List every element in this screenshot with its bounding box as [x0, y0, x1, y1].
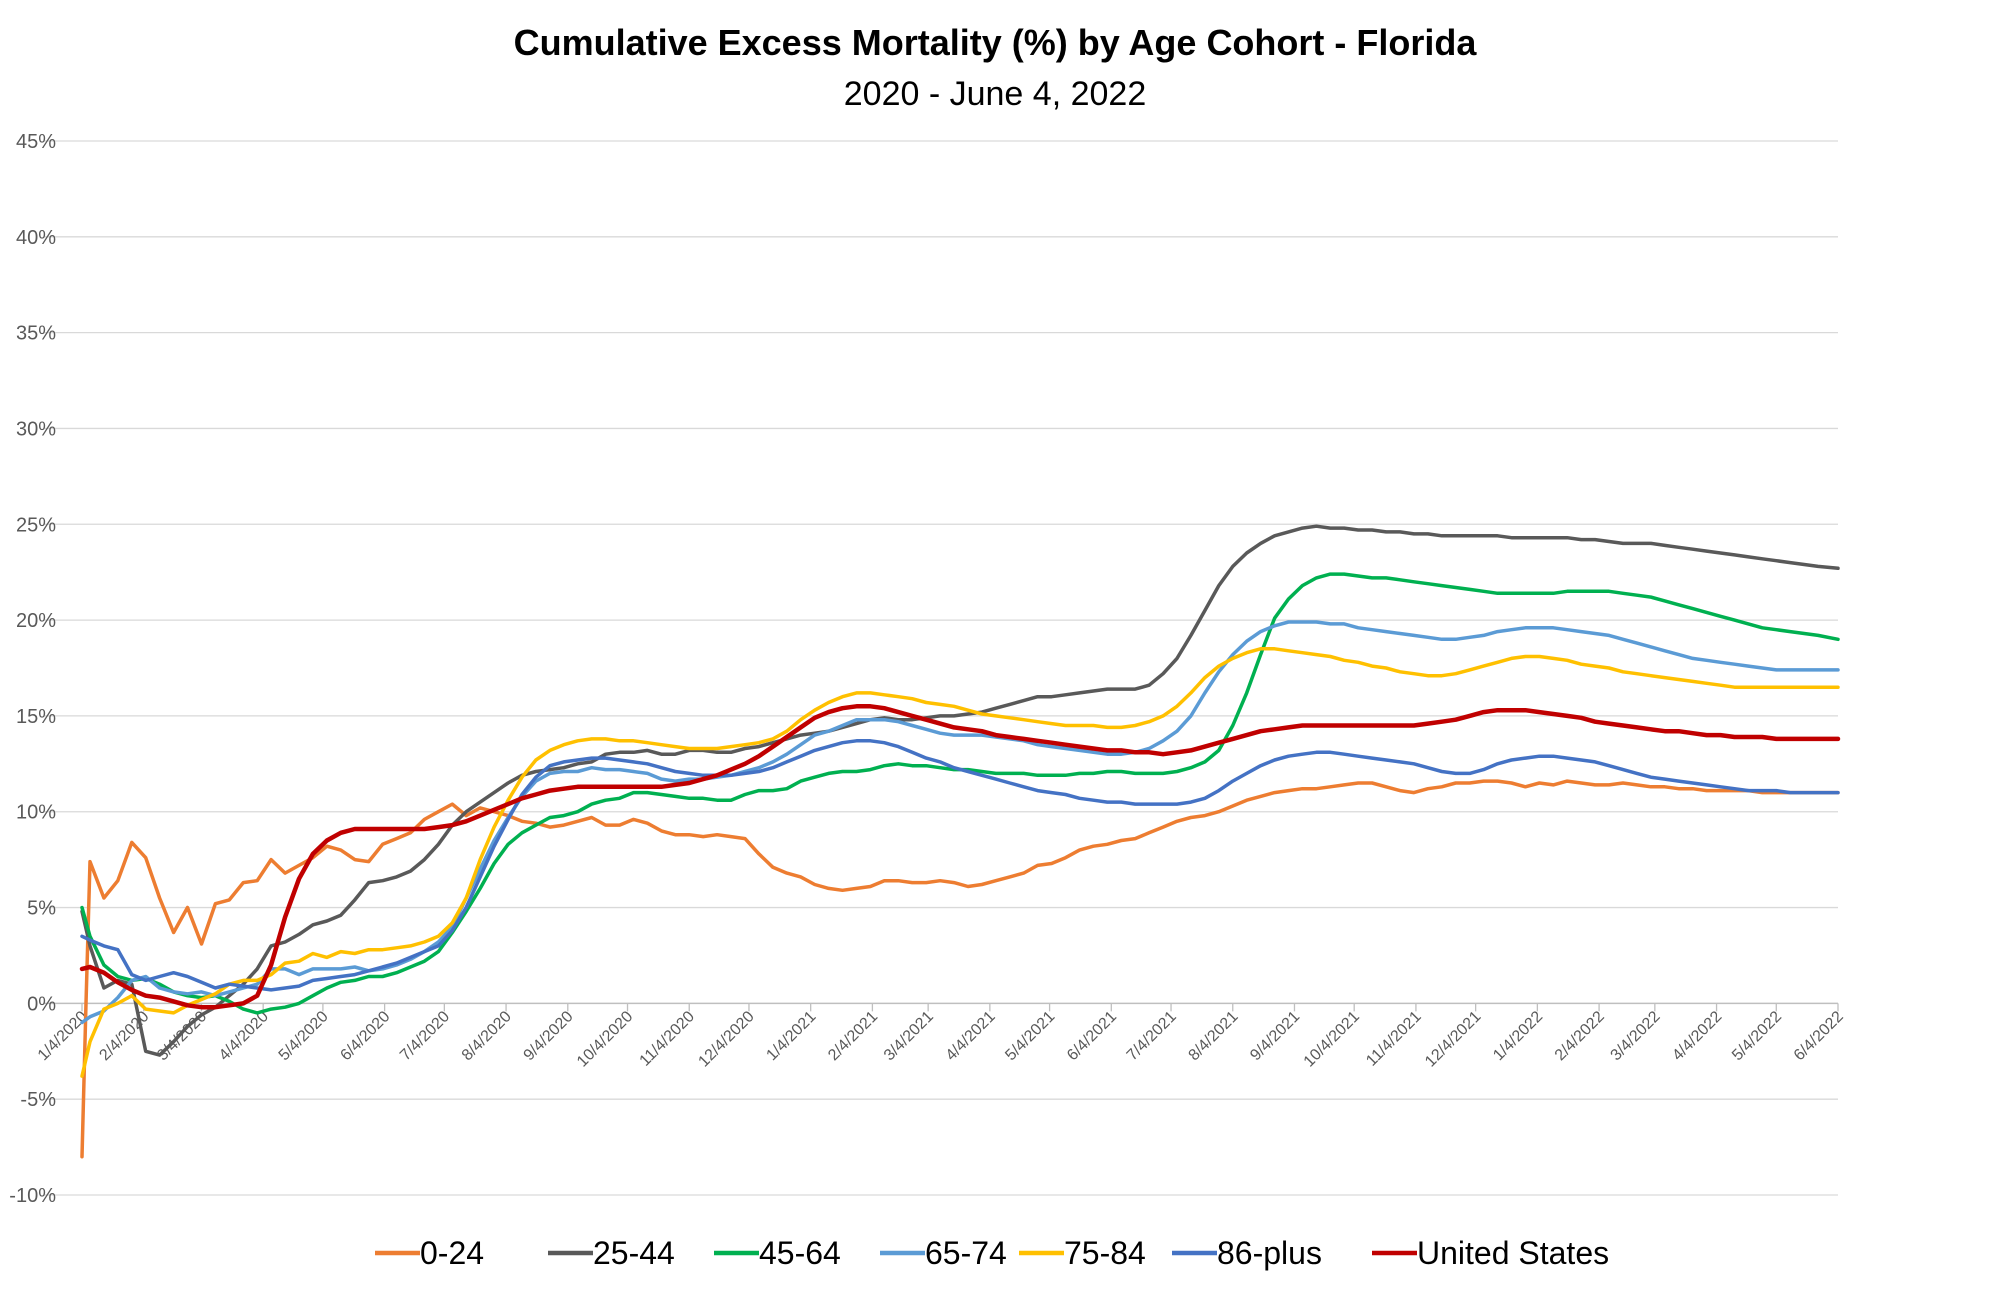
- y-tick-label: 25%: [16, 514, 56, 536]
- x-tick-label: 10/4/2021: [1301, 1008, 1363, 1070]
- x-tick-label: 6/4/2021: [1064, 1008, 1120, 1064]
- chart-title: Cumulative Excess Mortality (%) by Age C…: [514, 22, 1478, 63]
- chart-subtitle: 2020 - June 4, 2022: [844, 75, 1146, 113]
- series-line-65-74: [80, 620, 1840, 1025]
- x-tick-label: 1/4/2021: [763, 1008, 819, 1064]
- legend-item: 45-64: [714, 1235, 841, 1271]
- x-tick-label: 4/4/2022: [1669, 1008, 1725, 1064]
- x-tick-label: 2/4/2022: [1552, 1008, 1608, 1064]
- legend-label: 25-44: [593, 1235, 675, 1271]
- y-axis-ticks: -10% -5% 0% 5% 10% 15% 20% 25% 30% 35% 40% 45%: [9, 131, 56, 1207]
- legend-item: 75-84: [1019, 1235, 1146, 1271]
- x-tick-label: 2/4/2021: [825, 1008, 881, 1064]
- x-tick-label: 6/4/2020: [337, 1008, 393, 1064]
- x-tick-label: 12/4/2021: [1422, 1008, 1484, 1070]
- legend-label: 65-74: [925, 1235, 1007, 1271]
- y-tick-label: 45%: [16, 131, 56, 153]
- y-tick-label: 5%: [27, 898, 56, 920]
- x-tick-label: 9/4/2020: [521, 1008, 577, 1064]
- x-tick-label: 10/4/2020: [574, 1008, 636, 1070]
- x-tick-label: 6/4/2022: [1791, 1008, 1847, 1064]
- series-line-45-64: [80, 572, 1840, 1015]
- x-tick-label: 3/4/2022: [1608, 1008, 1664, 1064]
- x-tick-label: 9/4/2021: [1247, 1008, 1303, 1064]
- legend-item: United States: [1372, 1235, 1609, 1271]
- series-line-75-84: [80, 647, 1840, 1078]
- y-tick-label: 30%: [16, 418, 56, 440]
- x-tick-label: 5/4/2022: [1729, 1008, 1785, 1064]
- x-tick-label: 3/4/2021: [881, 1008, 937, 1064]
- series-line-0-24: [80, 779, 1840, 1159]
- series-lines: [79, 524, 1841, 1159]
- x-tick-label: 11/4/2020: [637, 1008, 699, 1070]
- x-tick-label: 4/4/2021: [943, 1008, 999, 1064]
- series-line-86-plus: [80, 739, 1840, 992]
- y-tick-label: 15%: [16, 706, 56, 728]
- y-tick-label: 35%: [16, 323, 56, 345]
- x-tick-label: 8/4/2020: [459, 1008, 515, 1064]
- legend-label: 45-64: [759, 1235, 841, 1271]
- x-tick-label: 1/4/2022: [1490, 1008, 1546, 1064]
- legend-item: 0-24: [375, 1235, 484, 1271]
- y-tick-label: 20%: [16, 610, 56, 632]
- series-line-25-44: [80, 524, 1840, 1057]
- x-tick-label: 5/4/2021: [1002, 1008, 1058, 1064]
- x-tick-label: 8/4/2021: [1186, 1008, 1242, 1064]
- legend: 0-24 25-44 45-64 65-74 75-84 86-plus United St…: [375, 1235, 1609, 1271]
- legend-label: 0-24: [420, 1235, 484, 1271]
- x-axis-ticks: 1/4/2020 2/4/2020 3/4/2020 4/4/2020 5/4/2020…: [35, 1003, 1847, 1071]
- y-tick-label: -10%: [9, 1185, 56, 1207]
- legend-label: United States: [1417, 1235, 1609, 1271]
- legend-label: 75-84: [1064, 1235, 1146, 1271]
- legend-label: 86-plus: [1217, 1235, 1322, 1271]
- legend-item: 86-plus: [1172, 1235, 1322, 1271]
- y-tick-label: 40%: [16, 227, 56, 249]
- y-tick-label: 10%: [16, 802, 56, 824]
- x-tick-label: 5/4/2020: [276, 1008, 332, 1064]
- x-tick-label: 4/4/2020: [216, 1008, 272, 1064]
- y-tick-label: -5%: [20, 1089, 56, 1111]
- legend-item: 25-44: [548, 1235, 675, 1271]
- series-line-united-states: [79, 704, 1841, 1010]
- legend-item: 65-74: [880, 1235, 1007, 1271]
- y-tick-label: 0%: [27, 993, 56, 1015]
- x-tick-label: 12/4/2020: [695, 1008, 757, 1070]
- x-tick-label: 1/4/2020: [35, 1008, 91, 1064]
- x-tick-label: 7/4/2020: [397, 1008, 453, 1064]
- x-tick-label: 11/4/2021: [1363, 1008, 1425, 1070]
- x-tick-label: 7/4/2021: [1124, 1008, 1180, 1064]
